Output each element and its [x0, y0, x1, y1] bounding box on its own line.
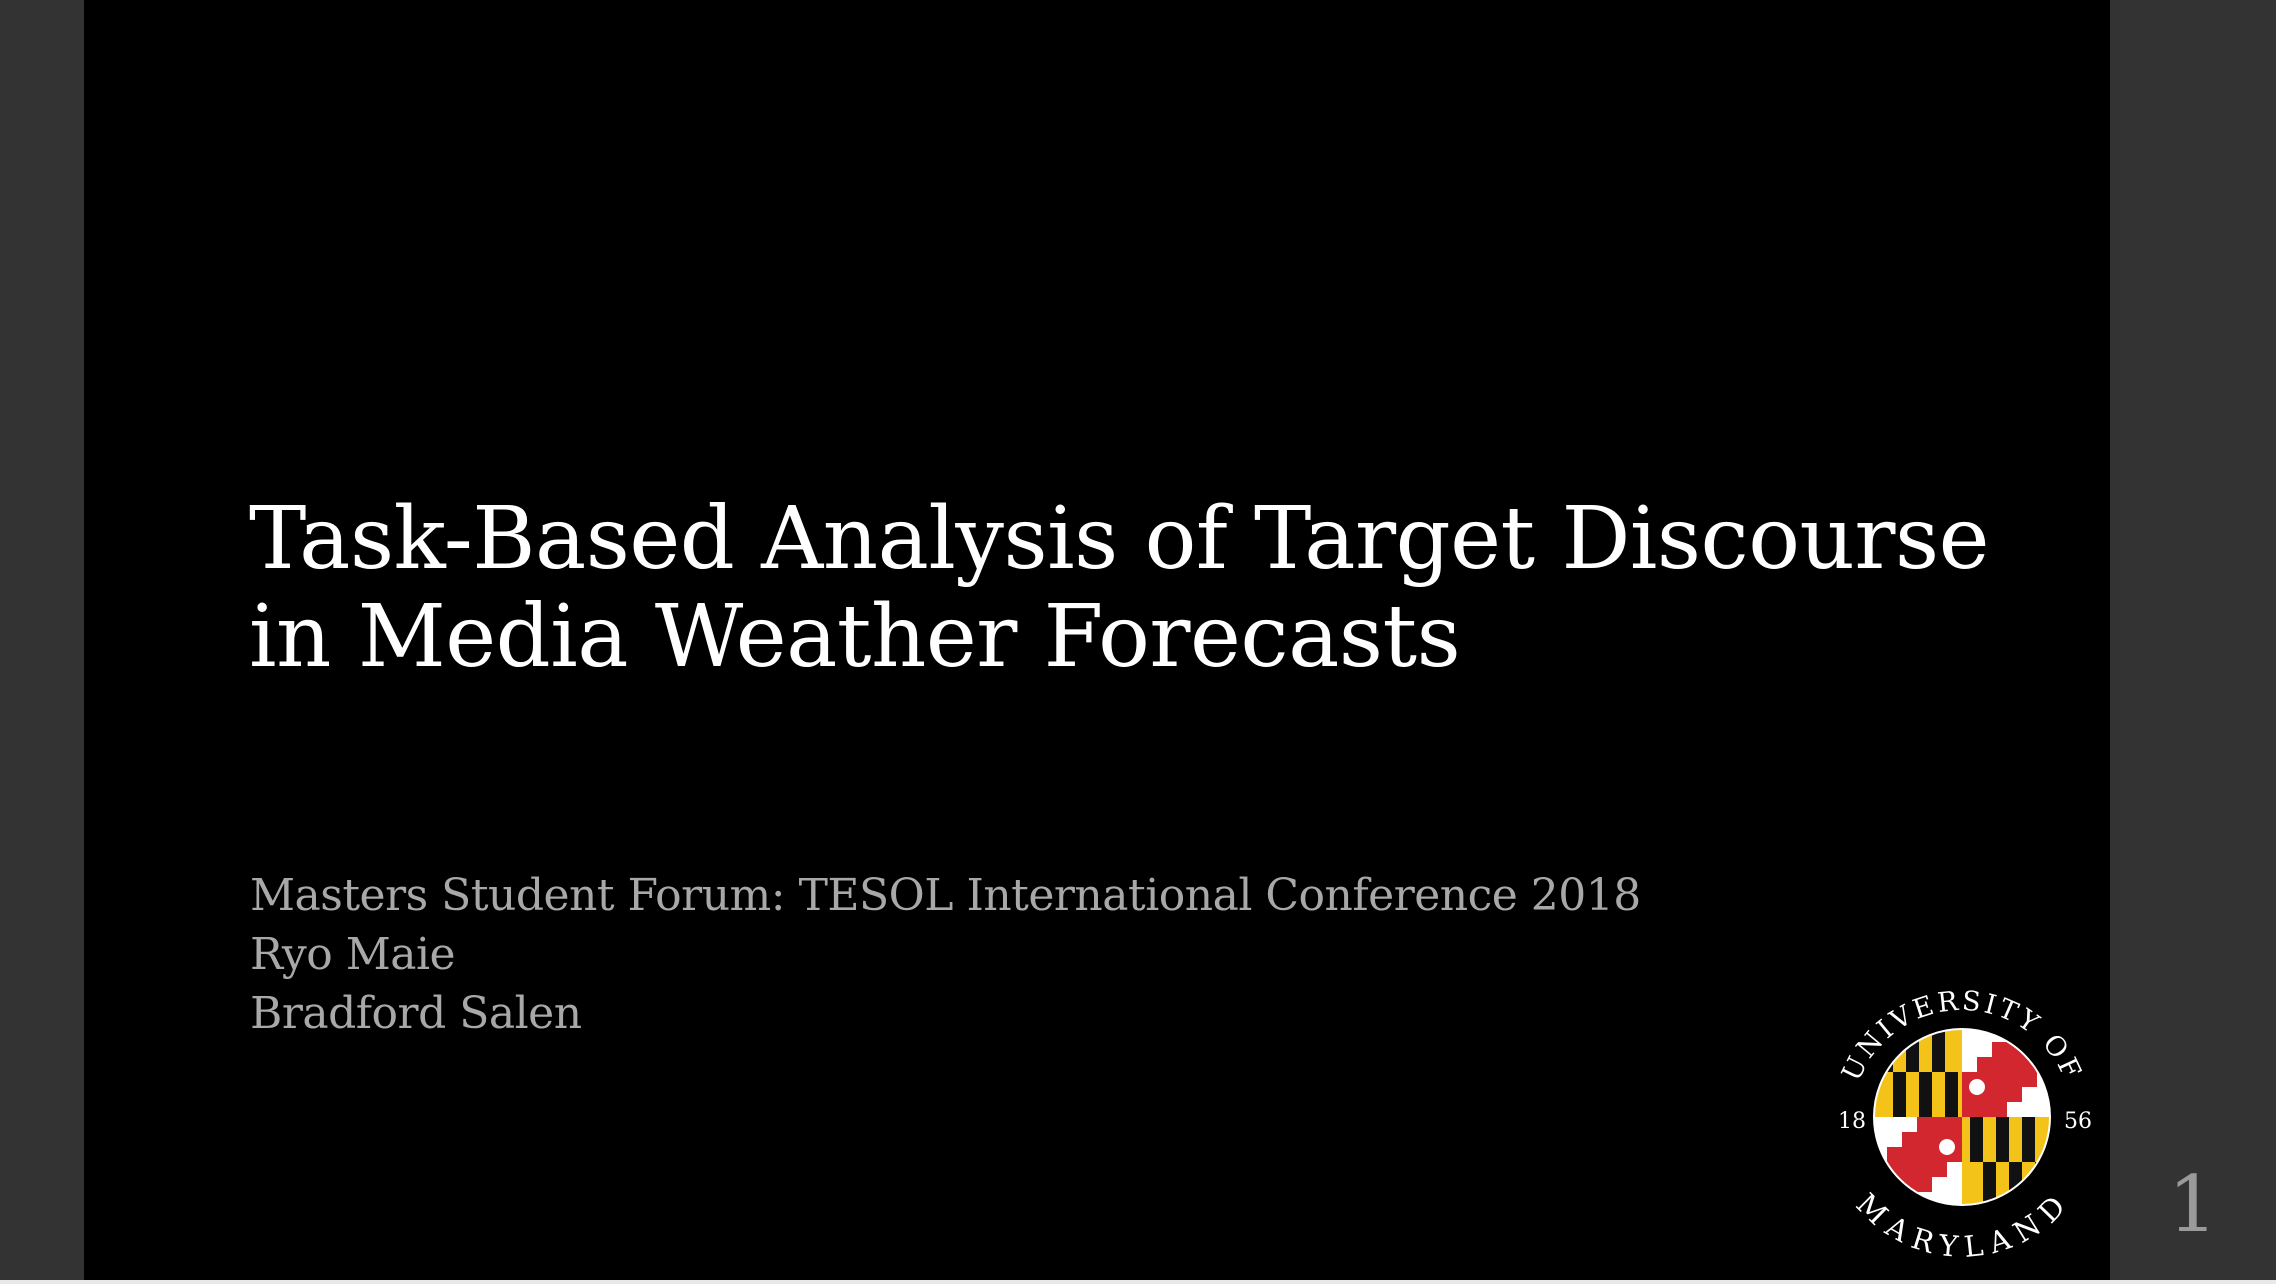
university-of-maryland-seal-icon: UNIVERSITY OF MARYLAND 18 56 — [1836, 986, 2092, 1264]
slide-title-line-2: in Media Weather Forecasts — [249, 587, 1461, 687]
bottom-divider — [0, 1280, 2276, 1284]
slide-title-line-1: Task-Based Analysis of Target Discourse — [249, 489, 1990, 589]
author-name: Ryo Maie — [250, 929, 456, 980]
slide-title: Task-Based Analysis of Target Discourse … — [249, 489, 1990, 687]
seal-year-right: 56 — [2064, 1109, 2092, 1134]
maryland-flag-icon — [1874, 1029, 2050, 1205]
author-name: Bradford Salen — [250, 988, 582, 1039]
slide-page-number: 1 — [2168, 1160, 2218, 1250]
slide-subtitle: Masters Student Forum: TESOL Internation… — [250, 866, 1641, 1043]
conference-name: Masters Student Forum: TESOL Internation… — [250, 870, 1641, 921]
presentation-slide: Task-Based Analysis of Target Discourse … — [84, 0, 2110, 1280]
seal-year-left: 18 — [1838, 1109, 1866, 1134]
